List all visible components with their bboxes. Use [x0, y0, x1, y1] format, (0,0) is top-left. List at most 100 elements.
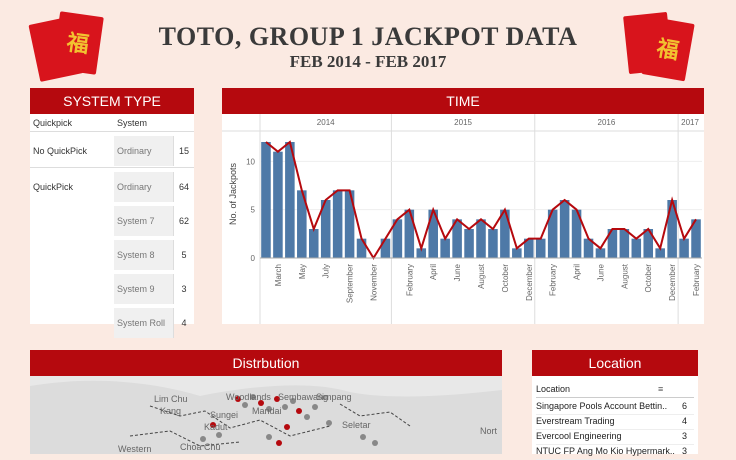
- distribution-header: Distrbution: [30, 350, 502, 376]
- map-area[interactable]: Lim Chu Kang Woodlands Sembawang Simpang Sung…: [30, 376, 502, 454]
- y-tick-label: 10: [246, 157, 255, 166]
- dashboard-subtitle: FEB 2014 - FEB 2017: [289, 52, 447, 71]
- bar: [535, 238, 546, 258]
- system-type-panel: SYSTEM TYPE Quickpick System No QuickPic…: [30, 88, 194, 338]
- system-type-header: SYSTEM TYPE: [30, 88, 194, 114]
- system-count: 62: [173, 206, 194, 236]
- map-place-label: Nort: [480, 426, 498, 436]
- red-envelope-right-icon: 福: [623, 11, 696, 82]
- location-row[interactable]: Singapore Pools Account Bettin.. 6: [536, 399, 694, 415]
- time-panel: TIME 2014 2015 2016 2017 0 5 10 No. of Jackpots…: [222, 88, 704, 324]
- bar: [655, 248, 665, 258]
- map-place-label: Simpang: [316, 392, 352, 402]
- bar: [583, 238, 594, 258]
- map-point[interactable]: [304, 414, 310, 420]
- bar: [356, 238, 367, 258]
- system-count: 4: [173, 308, 194, 338]
- y-tick-label: 5: [251, 206, 256, 215]
- bar: [512, 248, 522, 258]
- time-chart[interactable]: 2014 2015 2016 2017 0 5 10 No. of Jackpots March…: [222, 114, 704, 324]
- month-label: February: [405, 264, 414, 296]
- map-place-label: Sembawang: [278, 392, 329, 402]
- red-envelope-left-icon: 福: [28, 11, 104, 82]
- bar: [476, 219, 486, 258]
- location-row[interactable]: Evercool Engineering 3: [536, 429, 694, 445]
- bar: [428, 209, 438, 258]
- bar: [691, 219, 701, 258]
- system-label: System Roll: [114, 308, 173, 338]
- map-point[interactable]: [235, 396, 241, 402]
- map-point[interactable]: [210, 422, 216, 428]
- map-point[interactable]: [242, 402, 248, 408]
- bar: [488, 229, 498, 258]
- distribution-panel: Distrbution Lim Chu Kang Woodlands Sembawan…: [30, 350, 502, 454]
- year-label: 2015: [454, 118, 472, 127]
- location-col-header[interactable]: Location ≡: [536, 382, 694, 398]
- map-point[interactable]: [266, 434, 272, 440]
- bar: [619, 229, 630, 258]
- map-point[interactable]: [296, 408, 302, 414]
- map-place-label: Sungei: [210, 410, 239, 420]
- bar: [679, 238, 689, 258]
- map-point[interactable]: [282, 404, 288, 410]
- bar: [631, 238, 642, 258]
- bar: [285, 142, 295, 258]
- month-label: April: [429, 264, 438, 280]
- y-tick-label: 0: [251, 254, 256, 263]
- map-point[interactable]: [216, 432, 222, 438]
- map-point[interactable]: [284, 424, 290, 430]
- map-point[interactable]: [258, 400, 264, 406]
- map-point[interactable]: [312, 404, 318, 410]
- map-point[interactable]: [360, 434, 366, 440]
- map-place-label: Seletar: [342, 420, 371, 430]
- map-point[interactable]: [276, 440, 282, 446]
- system-label: System 9: [114, 274, 173, 304]
- location-name: Singapore Pools Account Bettin..: [536, 401, 668, 411]
- system-label: Ordinary: [114, 136, 173, 166]
- bar: [332, 190, 343, 258]
- bar: [571, 209, 582, 258]
- y-axis-label: No. of Jackpots: [228, 162, 238, 225]
- dashboard-title: TOTO, GROUP 1 JACKPOT DATA: [158, 22, 578, 51]
- system-count: 5: [173, 240, 194, 270]
- bar: [464, 229, 474, 258]
- bar: [308, 229, 319, 258]
- map-point[interactable]: [290, 398, 296, 404]
- system-count: 64: [173, 172, 194, 202]
- map-point[interactable]: [274, 396, 280, 402]
- month-label: May: [298, 264, 307, 279]
- location-row[interactable]: Everstream Trading 4: [536, 414, 694, 430]
- map-point[interactable]: [372, 440, 378, 446]
- month-label: December: [668, 264, 677, 301]
- map-point[interactable]: [266, 406, 272, 412]
- quickpick-label: No QuickPick: [33, 146, 88, 156]
- bar: [595, 248, 606, 258]
- bar: [643, 229, 654, 258]
- location-name: NTUC FP Ang Mo Kio Hypermark..: [536, 446, 675, 456]
- col-header-system[interactable]: System: [117, 118, 148, 128]
- sort-icon[interactable]: ≡: [658, 384, 664, 394]
- bar: [547, 209, 558, 258]
- bar: [297, 190, 307, 258]
- map-point[interactable]: [200, 436, 206, 442]
- month-label: February: [549, 264, 558, 296]
- bar: [667, 200, 677, 258]
- map-place-label: Mandai: [252, 406, 282, 416]
- month-label: March: [274, 264, 283, 286]
- location-count: 3: [682, 431, 688, 441]
- bar: [607, 229, 618, 258]
- map-point[interactable]: [250, 394, 256, 400]
- location-name: Everstream Trading: [536, 416, 615, 426]
- bar: [344, 190, 355, 258]
- col-header-quickpick[interactable]: Quickpick: [33, 118, 73, 128]
- map-place-label: Woodlands: [226, 392, 271, 402]
- bar: [404, 209, 415, 258]
- map-place-label: Lim Chu: [154, 394, 188, 404]
- system-count: 15: [173, 136, 194, 166]
- quickpick-label: QuickPick: [33, 182, 74, 192]
- map-point[interactable]: [326, 420, 332, 426]
- location-row[interactable]: NTUC FP Ang Mo Kio Hypermark.. 3: [536, 444, 694, 460]
- location-panel: Location Location ≡ Singapore Pools Acco…: [532, 350, 698, 460]
- month-label: December: [525, 264, 534, 301]
- bar: [559, 200, 570, 258]
